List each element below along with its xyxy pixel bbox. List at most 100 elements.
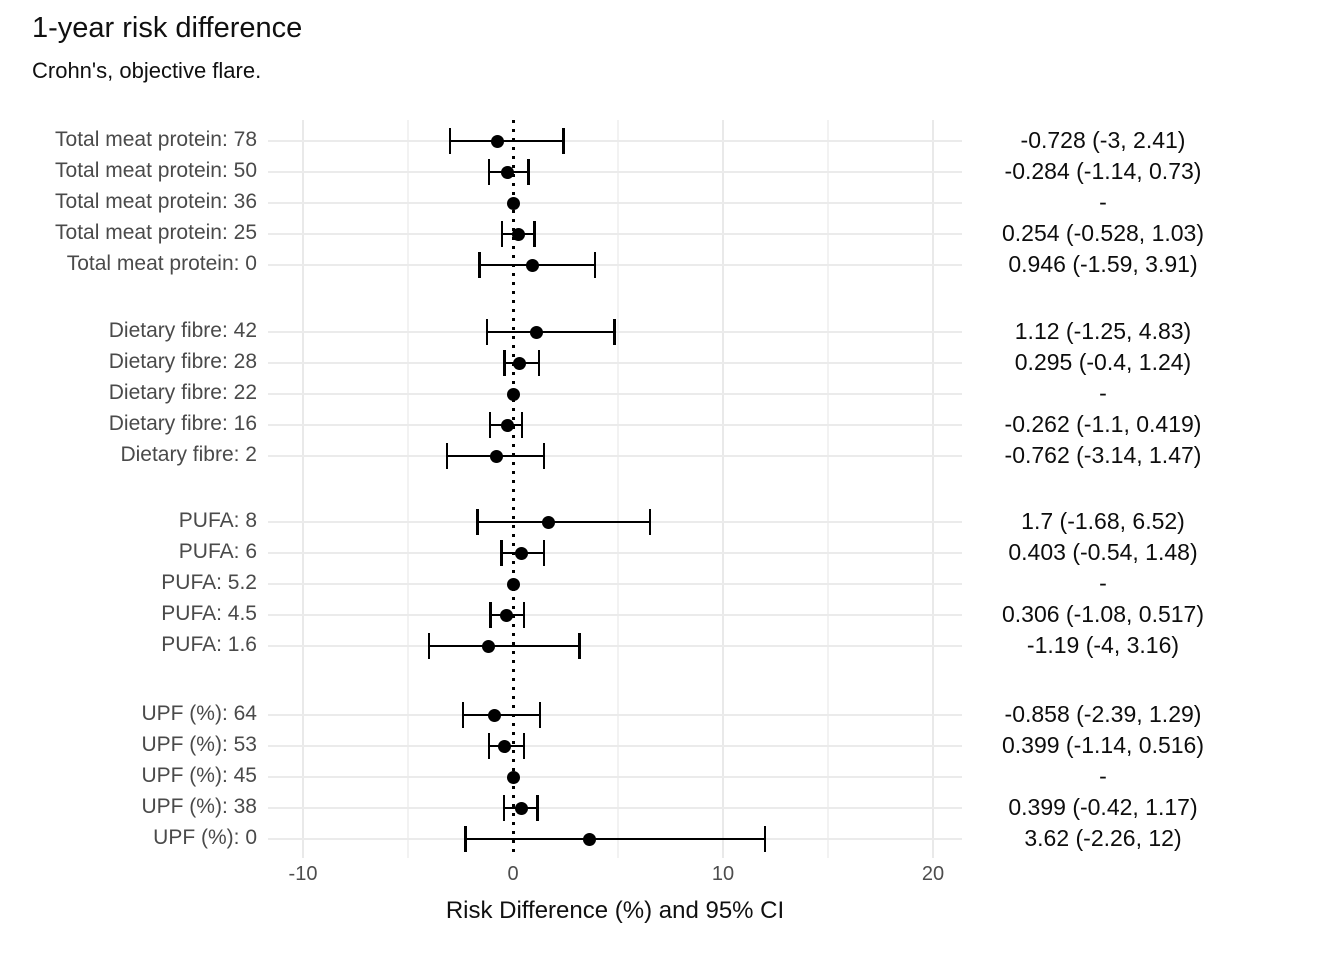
row-gridline (268, 552, 962, 554)
row-estimate-text: 0.399 (-1.14, 0.516) (1001, 732, 1205, 758)
forest-point (542, 515, 556, 529)
error-bar-cap-right (648, 509, 652, 535)
row-estimate-text: - (1099, 570, 1107, 596)
row-estimate-text: 0.306 (-1.08, 0.517) (1001, 601, 1205, 627)
row-label: UPF (%): 38 (141, 795, 257, 818)
row-label: Dietary fibre: 28 (108, 350, 257, 373)
error-bar-cap-left (503, 350, 506, 376)
vertical-major-gridline (722, 120, 724, 858)
vertical-minor-gridline (407, 120, 409, 858)
forest-point (488, 708, 502, 722)
error-bar-cap-right (522, 602, 526, 628)
vertical-minor-gridline (827, 120, 829, 858)
forest-point (530, 325, 544, 339)
row-label: UPF (%): 0 (153, 826, 257, 849)
error-bar-cap-left (464, 826, 467, 852)
row-label: Dietary fibre: 2 (120, 443, 257, 466)
row-gridline (268, 583, 962, 585)
forest-point (526, 258, 540, 272)
forest-point (491, 134, 505, 148)
error-bar-cap-left (485, 319, 488, 345)
row-label: UPF (%): 45 (141, 764, 257, 787)
error-bar (465, 837, 765, 841)
row-estimate-text: -0.728 (-3, 2.41) (1020, 127, 1186, 153)
row-estimate-text: -0.858 (-2.39, 1.29) (1004, 701, 1202, 727)
row-label: PUFA: 8 (178, 509, 257, 532)
vertical-minor-gridline (617, 120, 619, 858)
row-estimate-text: 0.403 (-0.54, 1.48) (1008, 539, 1198, 565)
row-estimate-text: - (1099, 189, 1107, 215)
row-label: Total meat protein: 78 (55, 128, 257, 151)
row-label: Total meat protein: 0 (66, 252, 257, 275)
error-bar-cap-left (427, 633, 431, 659)
row-label: UPF (%): 53 (141, 733, 257, 756)
error-bar-cap-right (763, 826, 767, 852)
error-bar (429, 644, 580, 648)
row-gridline (268, 171, 962, 173)
forest-point (490, 449, 504, 463)
row-gridline (268, 424, 962, 426)
error-bar-cap-left (461, 702, 465, 728)
error-bar-cap-left (478, 252, 481, 278)
forest-point (506, 770, 520, 784)
error-bar-cap-right (538, 702, 542, 728)
row-gridline (268, 140, 962, 142)
error-bar-cap-right (542, 540, 546, 566)
row-gridline (268, 393, 962, 395)
row-estimate-text: -1.19 (-4, 3.16) (1026, 632, 1180, 658)
error-bar-cap-right (522, 733, 526, 759)
row-gridline (268, 714, 962, 716)
vertical-major-gridline (932, 120, 934, 858)
row-gridline (268, 455, 962, 457)
error-bar-cap-right (593, 252, 597, 278)
row-estimate-text: 0.946 (-1.59, 3.91) (1008, 251, 1198, 277)
error-bar-cap-left (502, 795, 506, 821)
row-label: PUFA: 1.6 (161, 633, 257, 656)
row-estimate-text: 0.295 (-0.4, 1.24) (1014, 349, 1192, 375)
error-bar-cap-left (445, 443, 449, 469)
row-label: Dietary fibre: 16 (108, 412, 257, 435)
row-gridline (268, 776, 962, 778)
error-bar-cap-right (613, 319, 616, 345)
row-estimate-text: 3.62 (-2.26, 12) (1024, 825, 1182, 851)
error-bar-cap-left (500, 221, 504, 247)
row-estimate-text: 0.399 (-0.42, 1.17) (1008, 794, 1198, 820)
error-bar-cap-right (537, 350, 541, 376)
forest-point (498, 739, 512, 753)
error-bar (486, 330, 615, 334)
error-bar-cap-left (488, 412, 492, 438)
zero-reference-line (511, 120, 515, 858)
error-bar-cap-right (578, 633, 581, 659)
x-tick-label: -10 (288, 863, 318, 885)
row-label: Total meat protein: 25 (55, 221, 257, 244)
row-estimate-text: - (1099, 380, 1107, 406)
row-label: PUFA: 6 (178, 540, 257, 563)
forest-point (512, 356, 526, 370)
row-estimate-text: -0.284 (-1.14, 0.73) (1004, 158, 1202, 184)
row-gridline (268, 264, 962, 266)
error-bar-cap-right (520, 412, 524, 438)
row-estimate-text: -0.262 (-1.1, 0.419) (1004, 411, 1202, 437)
row-estimate-text: -0.762 (-3.14, 1.47) (1004, 442, 1202, 468)
error-bar-cap-right (542, 443, 546, 469)
forest-point (500, 418, 514, 432)
x-axis-title: Risk Difference (%) and 95% CI (445, 897, 785, 924)
error-bar-cap-left (487, 159, 491, 185)
row-gridline (268, 233, 962, 235)
forest-point (582, 832, 596, 846)
error-bar-cap-right (562, 128, 565, 154)
row-label: PUFA: 4.5 (161, 602, 257, 625)
error-bar-cap-left (487, 733, 491, 759)
error-bar-cap-right (527, 159, 530, 185)
error-bar-cap-left (448, 128, 452, 154)
plot-subtitle: Crohn's, objective flare. (32, 58, 262, 83)
forest-point (514, 801, 528, 815)
row-estimate-text: 1.12 (-1.25, 4.83) (1014, 318, 1192, 344)
x-tick-label: 10 (711, 863, 735, 885)
forest-point (511, 227, 525, 241)
row-gridline (268, 202, 962, 204)
error-bar (450, 139, 564, 143)
row-label: Total meat protein: 50 (55, 159, 257, 182)
